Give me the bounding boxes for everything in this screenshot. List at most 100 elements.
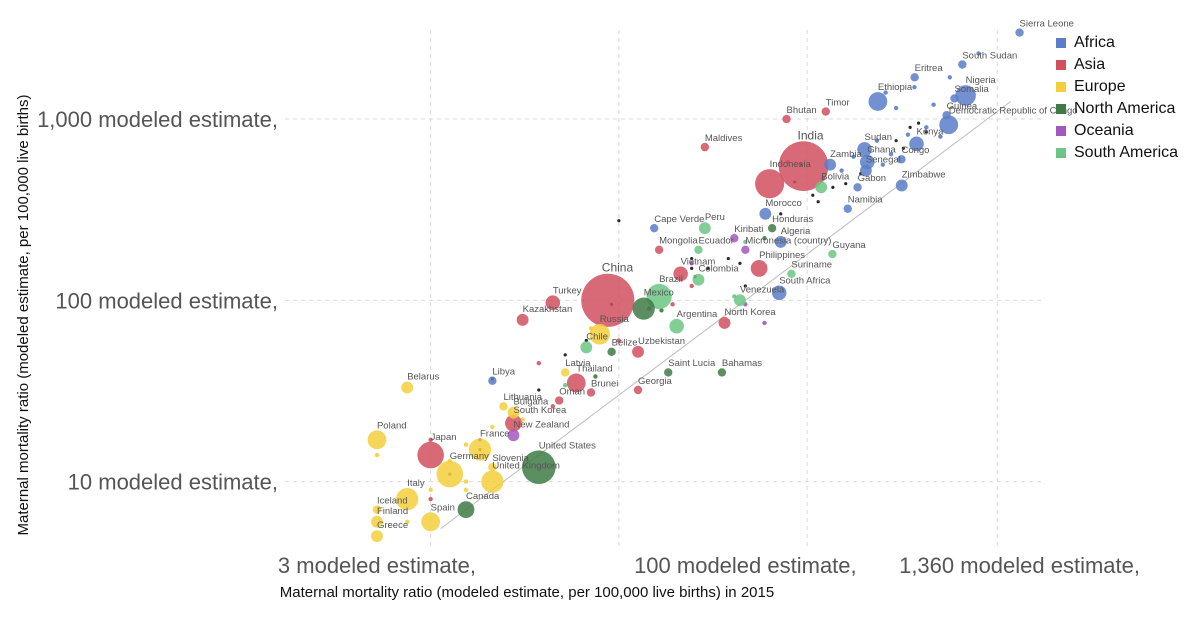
point-label: Morocco — [765, 198, 801, 209]
data-point — [550, 404, 556, 409]
point-label: Senegal — [866, 155, 901, 166]
point-label: Democratic Republic of Congo — [949, 105, 1078, 116]
point-label: Zimbabwe — [902, 170, 946, 181]
x-axis-title: Maternal mortality ratio (modeled estima… — [280, 584, 774, 601]
point-label: Kiribati — [734, 224, 763, 235]
y-tick-label: 100 modeled estimate, — [55, 288, 278, 313]
data-point — [916, 121, 921, 125]
legend: Africa Asia Europe North America Oceania Sout… — [1056, 32, 1178, 164]
point-label: Argentina — [677, 309, 718, 320]
data-point — [843, 204, 852, 213]
point-label: Peru — [705, 212, 725, 223]
data-point — [488, 376, 497, 385]
point-label: Canada — [466, 491, 500, 502]
data-point — [428, 437, 433, 442]
data-point — [698, 222, 711, 235]
data-point — [545, 295, 561, 310]
point-label: Brazil — [659, 274, 683, 285]
data-point — [743, 239, 748, 245]
data-point — [374, 452, 380, 458]
data-point — [955, 85, 976, 106]
legend-swatch — [1056, 126, 1066, 136]
data-point — [883, 90, 888, 95]
data-point — [593, 374, 598, 379]
data-point — [417, 441, 444, 469]
data-point — [463, 487, 469, 493]
data-point — [828, 249, 837, 259]
data-point — [507, 406, 520, 419]
point-label: Venezuela — [740, 284, 785, 295]
data-point — [367, 430, 387, 450]
point-label: Gabon — [858, 173, 887, 184]
point-label: Philippines — [759, 250, 805, 261]
data-point — [632, 345, 644, 358]
point-label: Chile — [586, 331, 608, 342]
data-point — [563, 353, 567, 357]
point-label: Georgia — [638, 376, 673, 387]
data-point — [436, 460, 464, 488]
point-label: Spain — [431, 502, 455, 513]
data-point — [947, 75, 952, 80]
data-point — [762, 320, 767, 326]
data-point — [607, 347, 616, 356]
legend-label: South America — [1074, 144, 1179, 161]
y-tick-label: 10 modeled estimate, — [68, 470, 278, 495]
data-point — [851, 154, 856, 159]
point-label: Greece — [377, 520, 408, 531]
point-label: Ethiopia — [878, 82, 913, 93]
point-label: Sudan — [865, 132, 892, 143]
point-label: India — [798, 128, 824, 142]
data-point — [706, 266, 710, 270]
data-point — [726, 256, 730, 261]
data-point — [499, 402, 508, 411]
point-label: Maldives — [705, 133, 743, 144]
data-point — [718, 317, 731, 329]
point-label: New Zealand — [513, 419, 569, 430]
legend-item[interactable]: Oceania — [1056, 120, 1178, 142]
data-point — [404, 519, 410, 524]
data-point — [536, 360, 542, 366]
legend-swatch — [1056, 82, 1066, 92]
data-point — [853, 183, 862, 192]
data-point — [468, 438, 492, 461]
point-label: Ecuador — [698, 236, 733, 247]
data-point — [428, 496, 433, 502]
point-label: Uzbekistan — [638, 336, 685, 347]
point-label: Honduras — [772, 214, 813, 225]
data-point — [507, 429, 520, 442]
data-point — [463, 479, 469, 484]
data-point — [839, 168, 844, 173]
legend-label: Africa — [1074, 34, 1115, 51]
legend-item[interactable]: North America — [1056, 98, 1178, 120]
data-point — [908, 125, 912, 129]
data-point — [831, 185, 835, 189]
data-point — [633, 385, 643, 395]
data-point — [771, 285, 787, 301]
point-label: Japan — [431, 432, 457, 443]
legend-item[interactable]: Europe — [1056, 76, 1178, 98]
point-label: Thailand — [576, 364, 612, 375]
point-label: Germany — [450, 451, 489, 462]
data-point — [428, 487, 433, 493]
data-point — [894, 139, 898, 143]
point-label: Indonesia — [770, 159, 812, 170]
legend-item[interactable]: Africa — [1056, 32, 1178, 54]
point-label: Bolivia — [821, 171, 850, 182]
data-point — [371, 515, 383, 528]
legend-item[interactable]: South America — [1056, 142, 1178, 164]
point-label: South Korea — [513, 405, 567, 416]
point-label: United Kingdom — [492, 460, 560, 471]
data-point — [580, 341, 593, 354]
data-point — [581, 273, 635, 327]
data-point — [401, 381, 414, 394]
legend-label: Oceania — [1074, 122, 1134, 139]
data-point — [654, 245, 664, 254]
legend-item[interactable]: Asia — [1056, 54, 1178, 76]
y-axis-ticks: 10 modeled estimate, 100 modeled estimate… — [37, 107, 278, 495]
point-label: Italy — [407, 478, 425, 489]
data-point — [938, 134, 943, 139]
data-point — [755, 169, 785, 199]
data-point — [490, 424, 495, 430]
data-point — [689, 283, 694, 289]
data-point — [690, 266, 694, 270]
